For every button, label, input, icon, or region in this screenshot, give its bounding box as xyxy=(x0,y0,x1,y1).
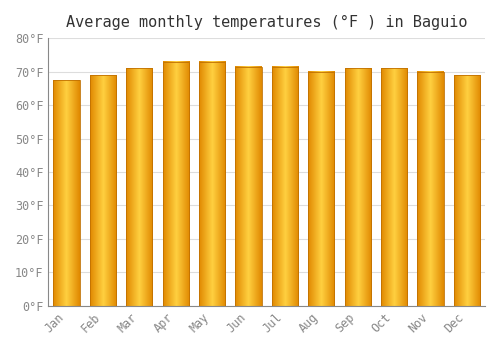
Bar xyxy=(344,68,370,306)
Bar xyxy=(126,68,152,306)
Bar xyxy=(90,75,116,306)
Bar xyxy=(272,66,298,306)
Bar xyxy=(199,62,225,306)
Bar xyxy=(308,72,334,306)
Bar xyxy=(236,66,262,306)
Bar xyxy=(162,62,189,306)
Bar xyxy=(381,68,407,306)
Bar xyxy=(454,75,480,306)
Bar xyxy=(54,80,80,306)
Bar xyxy=(418,72,444,306)
Title: Average monthly temperatures (°F ) in Baguio: Average monthly temperatures (°F ) in Ba… xyxy=(66,15,468,30)
